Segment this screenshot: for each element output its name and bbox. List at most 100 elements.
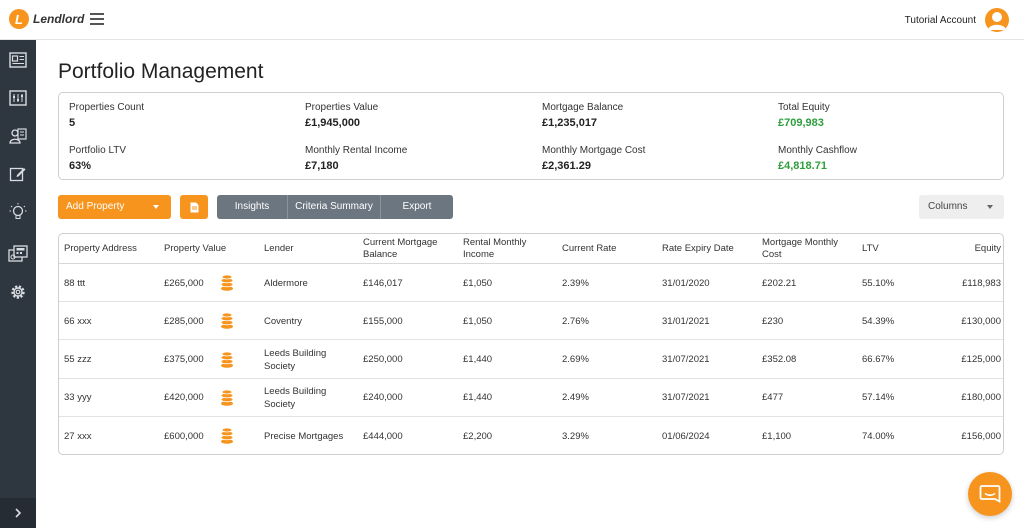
header-equity[interactable]: Equity: [974, 243, 1001, 254]
account-name[interactable]: Tutorial Account: [904, 15, 976, 26]
export-button[interactable]: Export: [381, 195, 453, 219]
cell-value: £265,000: [164, 277, 204, 289]
header-value[interactable]: Property Value: [164, 243, 227, 254]
stat-portfolio-ltv: Portfolio LTV 63%: [69, 145, 126, 172]
edit-icon[interactable]: [0, 159, 36, 189]
cell-lender: Coventry: [264, 315, 303, 327]
stat-value: 63%: [69, 160, 92, 172]
header-lender[interactable]: Lender: [264, 243, 294, 254]
cell-expiry: 31/07/2021: [662, 392, 710, 404]
dashboard-icon[interactable]: [0, 83, 36, 113]
cell-address: 27 xxx: [64, 430, 92, 442]
stat-label: Monthly Mortgage Cost: [542, 145, 646, 156]
cell-monthly-cost: £352.08: [762, 354, 797, 366]
cell-value: £375,000: [164, 354, 204, 366]
menu-icon[interactable]: [90, 13, 104, 25]
cell-ltv: 55.10%: [862, 277, 895, 289]
insights-button[interactable]: Insights: [217, 195, 288, 219]
avatar[interactable]: [985, 8, 1009, 32]
document-button[interactable]: [180, 195, 208, 219]
cell-ltv: 57.14%: [862, 392, 895, 404]
cell-mortgage-balance: £444,000: [363, 430, 403, 442]
stat-value: £709,983: [778, 117, 824, 129]
logo[interactable]: L Lendlord: [9, 9, 84, 29]
add-property-button[interactable]: Add Property: [58, 195, 171, 219]
cell-expiry: 31/01/2021: [662, 315, 710, 327]
cell-address: 66 xxx: [64, 315, 92, 327]
chevron-down-icon: [987, 205, 993, 209]
criteria-summary-button[interactable]: Criteria Summary: [288, 195, 381, 219]
coins-icon[interactable]: [219, 389, 235, 407]
coins-icon[interactable]: [219, 427, 235, 445]
cell-address: 55 zzz: [64, 354, 92, 366]
cell-rate: 2.49%: [562, 392, 589, 404]
stat-monthly-rental-income: Monthly Rental Income £7,180: [305, 145, 407, 172]
stat-value: £1,945,000: [305, 117, 361, 129]
add-property-label: Add Property: [66, 201, 125, 212]
page-title: Portfolio Management: [58, 60, 264, 83]
stat-monthly-cashflow: Monthly Cashflow £4,818.71: [778, 145, 857, 172]
table-row[interactable]: 55 zzz £375,000 Leeds Building Society £250…: [59, 341, 1003, 379]
table-row[interactable]: 33 yyy £420,000 Leeds Building Society £240…: [59, 379, 1003, 417]
cell-lender: Leeds Building Society: [264, 347, 327, 372]
portfolio-summary: Properties Count 5 Properties Value £1,9…: [58, 92, 1004, 180]
gear-icon[interactable]: [0, 277, 36, 307]
cell-ltv: 74.00%: [862, 430, 895, 442]
header-expiry[interactable]: Rate Expiry Date: [662, 243, 734, 254]
cell-rental-income: £1,050: [463, 277, 493, 289]
cell-equity: £130,000: [961, 315, 1001, 327]
stat-value: £7,180: [305, 160, 339, 172]
document-icon: [190, 202, 198, 212]
cell-address: 88 ttt: [64, 277, 86, 289]
table-row[interactable]: 66 xxx £285,000 Coventry £155,000 £1,050 2.76…: [59, 302, 1003, 341]
cell-rate: 3.29%: [562, 430, 589, 442]
sidebar: [0, 40, 36, 528]
stat-properties-value: Properties Value £1,945,000: [305, 102, 378, 129]
stat-label: Monthly Rental Income: [305, 145, 408, 156]
cell-expiry: 31/01/2020: [662, 277, 710, 289]
cell-value: £285,000: [164, 315, 204, 327]
calculator-icon[interactable]: [0, 239, 36, 269]
chat-button[interactable]: [968, 472, 1012, 516]
stat-monthly-mortgage-cost: Monthly Mortgage Cost £2,361.29: [542, 145, 645, 172]
cell-equity: £156,000: [961, 430, 1001, 442]
cell-rental-income: £2,200: [463, 430, 493, 442]
header-address[interactable]: Property Address: [64, 243, 137, 254]
header-monthly-cost[interactable]: Mortgage Monthly Cost: [762, 237, 839, 260]
chevron-right-icon[interactable]: [0, 498, 36, 528]
cell-value: £600,000: [164, 430, 204, 442]
coins-icon[interactable]: [219, 351, 235, 369]
stat-label: Mortgage Balance: [542, 102, 624, 113]
coins-icon[interactable]: [219, 274, 235, 292]
header-mortgage-balance[interactable]: Current Mortgage Balance: [363, 237, 438, 260]
header-ltv[interactable]: LTV: [862, 243, 879, 254]
properties-table: Property Address Property Value Lender C…: [58, 233, 1004, 455]
cell-lender: Aldermore: [264, 277, 308, 289]
contacts-icon[interactable]: [0, 121, 36, 151]
stat-label: Properties Count: [69, 102, 145, 113]
cell-mortgage-balance: £146,017: [363, 277, 403, 289]
stat-value: £1,235,017: [542, 117, 598, 129]
cell-equity: £180,000: [961, 392, 1001, 404]
stat-value: £2,361.29: [542, 160, 591, 172]
top-bar: L Lendlord Tutorial Account: [0, 0, 1024, 40]
coins-icon[interactable]: [219, 312, 235, 330]
lightbulb-icon[interactable]: [0, 197, 36, 227]
cell-lender: Precise Mortgages: [264, 430, 344, 442]
header-rate[interactable]: Current Rate: [562, 243, 617, 254]
cell-equity: £125,000: [961, 354, 1001, 366]
stat-label: Portfolio LTV: [69, 145, 127, 156]
columns-dropdown[interactable]: Columns: [919, 195, 1004, 219]
table-row[interactable]: 88 ttt £265,000 Aldermore £146,017 £1,050 2.3…: [59, 264, 1003, 302]
cell-rental-income: £1,050: [463, 315, 493, 327]
table-row[interactable]: 27 xxx £600,000 Precise Mortgages £444,000 £…: [59, 417, 1003, 454]
stat-label: Properties Value: [305, 102, 379, 113]
stat-value: £4,818.71: [778, 160, 827, 172]
stat-properties-count: Properties Count 5: [69, 102, 144, 129]
columns-label: Columns: [928, 201, 968, 212]
header-rental-income[interactable]: Rental Monthly Income: [463, 237, 527, 260]
cell-rate: 2.76%: [562, 315, 589, 327]
cell-ltv: 54.39%: [862, 315, 895, 327]
table-header: Property Address Property Value Lender C…: [59, 234, 1003, 264]
newspaper-icon[interactable]: [0, 45, 36, 75]
